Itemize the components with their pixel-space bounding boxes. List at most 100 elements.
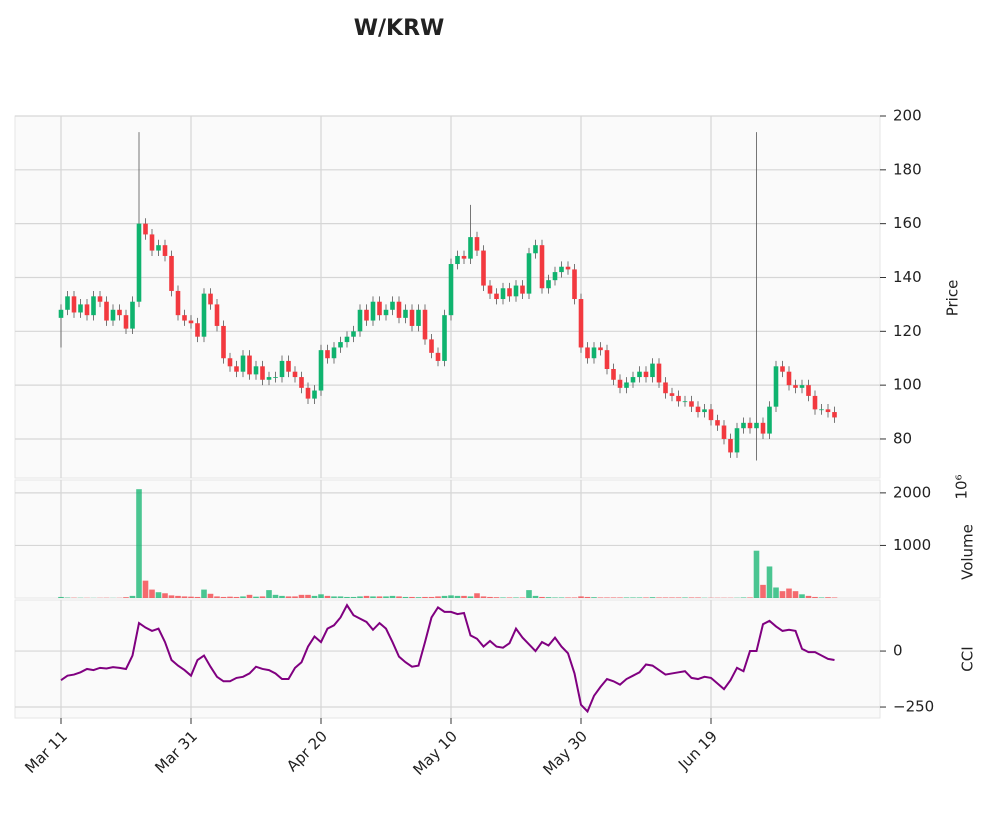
volume-bar: [182, 596, 188, 598]
volume-bar: [617, 597, 623, 598]
x-tick-label: Jun 19: [674, 727, 721, 774]
volume-bar: [286, 596, 292, 598]
candle-body: [104, 302, 109, 321]
candle-body: [488, 286, 493, 294]
volume-bar: [611, 597, 617, 598]
candle-body: [572, 269, 577, 299]
volume-bar: [253, 597, 259, 598]
candle-body: [676, 396, 681, 401]
candle-body: [540, 245, 545, 288]
volume-bar: [195, 597, 201, 598]
candle-body: [793, 385, 798, 388]
volume-bar: [247, 595, 253, 598]
volume-bar: [630, 597, 636, 598]
candle-body: [585, 347, 590, 358]
volume-bar: [578, 596, 584, 598]
candle-body: [358, 310, 363, 332]
volume-bar: [747, 597, 753, 598]
volume-bar: [487, 597, 493, 598]
candle-body: [780, 366, 785, 371]
volume-bar: [676, 597, 682, 598]
volume-bar: [58, 597, 64, 598]
volume-bar: [396, 596, 402, 598]
volume-bar: [364, 596, 370, 598]
volume-bar: [370, 596, 376, 598]
volume-bar: [357, 596, 363, 598]
candle-body: [423, 310, 428, 340]
volume-bar: [786, 589, 792, 598]
volume-bar: [227, 597, 233, 598]
volume-bar: [260, 596, 266, 598]
candle-body: [228, 358, 233, 366]
candle-body: [65, 296, 70, 309]
volume-bar: [201, 590, 207, 598]
candle-body: [182, 315, 187, 320]
x-tick-label: May 10: [409, 727, 461, 779]
y-tick-label: 120: [893, 322, 922, 340]
volume-bar: [123, 597, 129, 598]
volume-bar: [539, 597, 545, 598]
volume-bar: [325, 596, 331, 598]
volume-bar: [546, 597, 552, 598]
volume-bar: [526, 590, 532, 598]
candle-body: [312, 391, 317, 399]
x-tick-label: May 30: [539, 727, 591, 779]
volume-bar: [793, 591, 799, 598]
candle-body: [195, 323, 200, 336]
volume-bar: [656, 597, 662, 598]
cci-axis-label: CCI: [959, 646, 977, 671]
volume-bar: [565, 597, 571, 598]
y-tick-label: 80: [893, 429, 912, 447]
price-axis-label: Price: [944, 280, 962, 317]
volume-bar: [455, 596, 461, 598]
volume-bar: [273, 595, 279, 598]
volume-bar: [331, 596, 337, 598]
candle-body: [377, 302, 382, 315]
candle-body: [345, 337, 350, 342]
volume-bar: [143, 581, 149, 598]
candle-body: [98, 296, 103, 301]
volume-panel: [15, 480, 880, 598]
candle-body: [150, 234, 155, 250]
candle-body: [455, 256, 460, 264]
candle-body: [832, 412, 837, 417]
y-tick-label: 2000: [893, 483, 931, 501]
candle-body: [91, 296, 96, 315]
candle-body: [117, 310, 122, 315]
volume-bar: [429, 597, 435, 598]
candle-body: [410, 310, 415, 326]
candle-body: [371, 302, 376, 321]
volume-bar: [650, 597, 656, 598]
y-tick-label: 160: [893, 214, 922, 232]
candle-body: [449, 264, 454, 315]
y-tick-label: 1000: [893, 536, 931, 554]
candle-body: [598, 347, 603, 350]
candle-body: [566, 267, 571, 270]
volume-bar: [507, 597, 513, 598]
y-tick-label: −250: [893, 698, 934, 716]
volume-bar: [383, 596, 389, 598]
candle-body: [787, 372, 792, 385]
candle-body: [592, 347, 597, 358]
candle-body: [748, 423, 753, 428]
candle-body: [481, 251, 486, 286]
candle-body: [143, 224, 148, 235]
chart-title: W/KRW: [354, 16, 445, 41]
candle-body: [189, 321, 194, 324]
volume-bar: [799, 594, 805, 598]
candle-body: [332, 347, 337, 358]
candle-body: [631, 377, 636, 382]
volume-bar: [637, 597, 643, 598]
candle-body: [208, 294, 213, 305]
candle-body: [507, 288, 512, 296]
volume-bar: [624, 597, 630, 598]
candle-body: [533, 245, 538, 253]
candle-body: [767, 407, 772, 434]
volume-bar: [221, 597, 227, 598]
volume-bar: [760, 585, 766, 598]
volume-bar: [552, 597, 558, 598]
candle-body: [774, 366, 779, 406]
volume-bar: [188, 597, 194, 598]
y-tick-label: 180: [893, 160, 922, 178]
candle-body: [260, 366, 265, 379]
